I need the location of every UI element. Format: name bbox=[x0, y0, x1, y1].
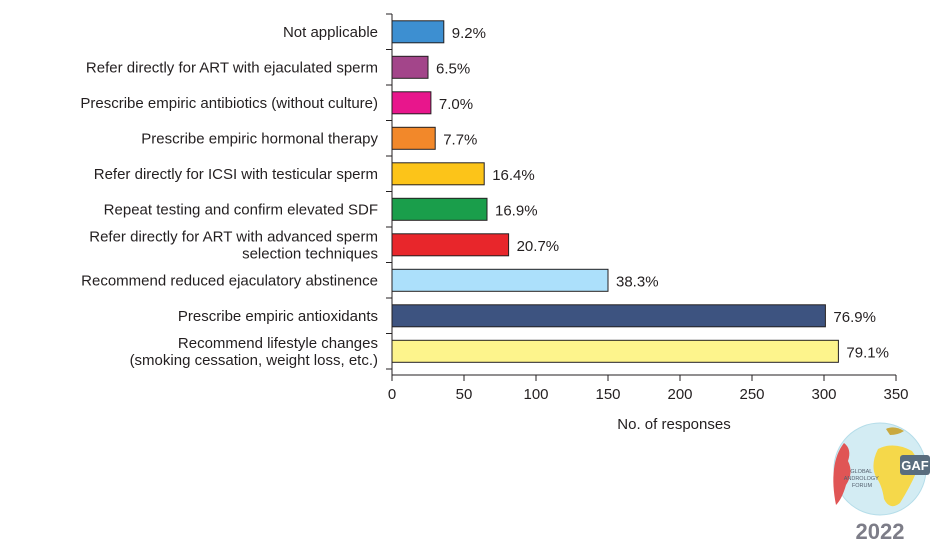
logo-text-line: FORUM bbox=[852, 483, 873, 489]
x-axis-title: No. of responses bbox=[617, 416, 730, 433]
bar bbox=[391, 339, 839, 363]
x-axis-ticks: 0 50 100 150 200 250 300 350 bbox=[388, 375, 909, 403]
bar bbox=[391, 55, 429, 79]
x-tick-label: 100 bbox=[523, 386, 548, 403]
global-andrology-forum-logo: GLOBAL ANDROLOGY FORUM GAF 2022 bbox=[833, 422, 930, 544]
x-tick-label: 300 bbox=[811, 386, 836, 403]
bar bbox=[391, 268, 609, 292]
bar bbox=[391, 233, 510, 257]
value-labels: 9.2% 6.5% 7.0% 7.7% 16.4% 16.9% 20.7% 38.3% 76.9… bbox=[436, 25, 889, 361]
value-label: 20.7% bbox=[517, 238, 560, 255]
category-label: Recommend lifestyle changes (smoking cess… bbox=[130, 335, 378, 369]
category-label: Refer directly for ART with advanced spe… bbox=[89, 228, 378, 262]
category-label: Not applicable bbox=[283, 24, 378, 41]
logo-mark: GAF bbox=[901, 458, 929, 473]
value-label: 7.0% bbox=[439, 96, 473, 113]
category-label: Prescribe empiric antibiotics (without c… bbox=[80, 95, 378, 112]
logo-text-line: GLOBAL bbox=[850, 469, 872, 475]
value-label: 79.1% bbox=[846, 344, 889, 361]
bar bbox=[391, 304, 826, 328]
x-tick-label: 50 bbox=[456, 386, 473, 403]
value-label: 16.4% bbox=[492, 167, 535, 184]
bar bbox=[391, 91, 432, 115]
x-tick-label: 150 bbox=[595, 386, 620, 403]
bar bbox=[391, 197, 488, 221]
logo-year: 2022 bbox=[856, 519, 905, 544]
value-label: 9.2% bbox=[452, 25, 486, 42]
category-label: Prescribe empiric antioxidants bbox=[178, 308, 378, 325]
category-label: Refer directly for ICSI with testicular … bbox=[94, 166, 378, 183]
x-tick-label: 250 bbox=[739, 386, 764, 403]
category-label: Refer directly for ART with ejaculated s… bbox=[86, 59, 378, 76]
value-label: 7.7% bbox=[443, 131, 477, 148]
category-labels: Not applicable Refer directly for ART wit… bbox=[80, 24, 378, 369]
x-tick-label: 0 bbox=[388, 386, 396, 403]
x-tick-label: 350 bbox=[883, 386, 908, 403]
category-label: Recommend reduced ejaculatory abstinence bbox=[81, 272, 378, 289]
bar bbox=[391, 162, 485, 186]
category-label: Prescribe empiric hormonal therapy bbox=[141, 130, 378, 147]
category-label: Repeat testing and confirm elevated SDF bbox=[104, 201, 378, 218]
value-label: 6.5% bbox=[436, 60, 470, 77]
bar bbox=[391, 20, 445, 44]
svg-text:GLOBAL ANDROLOGY FORUM: GLOBAL ANDROLOGY FORUM bbox=[844, 469, 881, 489]
value-label: 38.3% bbox=[616, 273, 659, 290]
value-label: 16.9% bbox=[495, 202, 538, 219]
value-label: 76.9% bbox=[833, 309, 876, 326]
x-tick-label: 200 bbox=[667, 386, 692, 403]
logo-text-line: ANDROLOGY bbox=[844, 476, 879, 482]
bar bbox=[391, 126, 436, 150]
